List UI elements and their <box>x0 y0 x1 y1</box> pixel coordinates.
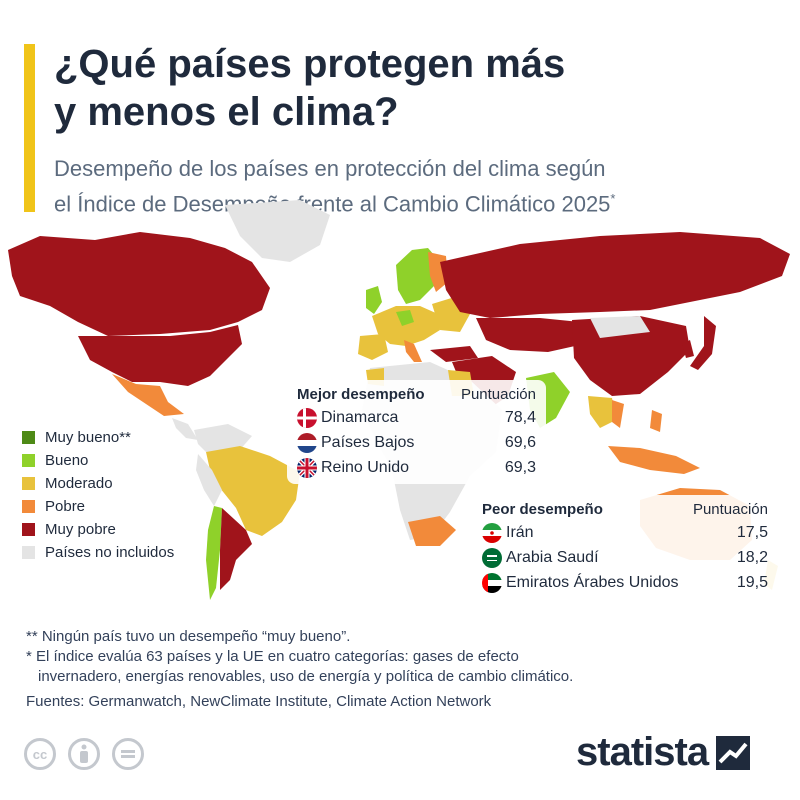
worst-heading: Peor desempeño <box>482 501 603 518</box>
denmark-flag-icon <box>297 407 317 428</box>
uae-flag-icon <box>482 572 502 593</box>
statista-mark-icon <box>716 735 751 770</box>
map-central-asia <box>476 318 584 352</box>
license-icons: cc <box>24 738 144 770</box>
legend-label: Bueno <box>45 452 89 469</box>
map-korea <box>682 340 694 358</box>
legend-item-good: Bueno <box>22 449 174 472</box>
legend-swatch <box>22 477 35 490</box>
subtitle-line-2: el Índice de Desempeño frente al Cambio … <box>54 191 611 217</box>
country-score: 17,5 <box>736 523 768 541</box>
map-europe-west <box>372 306 440 346</box>
iran-flag-icon <box>482 522 502 543</box>
no-derivatives-icon[interactable] <box>112 738 144 770</box>
title-line-2: y menos el clima? <box>54 90 399 134</box>
worst-panel-header: Peor desempeño Puntuación <box>472 495 778 520</box>
subtitle-line-1: Desempeño de los países en protección de… <box>54 156 606 181</box>
map-argentina <box>220 508 252 590</box>
title-accent-bar <box>24 44 35 212</box>
country-score: 78,4 <box>504 408 536 426</box>
map-mexico <box>112 374 184 416</box>
netherlands-flag-icon <box>297 432 317 453</box>
best-row-netherlands: Países Bajos 69,6 <box>287 430 546 455</box>
worst-row-saudi-arabia: Arabia Saudí 18,2 <box>472 545 778 570</box>
country-name: Emiratos Árabes Unidos <box>506 573 679 591</box>
worst-row-uae: Emiratos Árabes Unidos 19,5 <box>472 570 778 595</box>
legend-label: Moderado <box>45 475 113 492</box>
map-andes <box>196 454 222 506</box>
map-italy <box>404 340 422 362</box>
map-europe-mixed <box>396 310 414 326</box>
best-row-uk: Reino Unido 69,3 <box>287 455 546 480</box>
map-usa <box>78 325 242 386</box>
map-se-asia <box>588 396 616 428</box>
map-mongolia <box>590 316 650 338</box>
map-indonesia <box>608 446 700 474</box>
uk-flag-icon <box>297 457 317 478</box>
subtitle-footnote-mark: * <box>610 191 616 206</box>
legend-label: Muy bueno** <box>45 429 131 446</box>
attribution-icon[interactable] <box>68 738 100 770</box>
legend-label: Muy pobre <box>45 521 116 538</box>
legend-label: Países no incluidos <box>45 544 175 561</box>
footnotes: ** Ningún país tuvo un desempeño “muy bu… <box>26 627 786 712</box>
footnote-asterisk-line-2: invernadero, energías renovables, uso de… <box>38 668 574 685</box>
legend-swatch <box>22 500 35 513</box>
map-uk <box>366 286 382 314</box>
country-score: 19,5 <box>736 573 768 591</box>
legend-item-very-good: Muy bueno** <box>22 426 174 449</box>
country-score: 18,2 <box>736 548 768 566</box>
map-iberia <box>358 334 388 360</box>
map-south-africa <box>408 516 456 546</box>
legend-label: Pobre <box>45 498 86 515</box>
legend-item-not-included: Países no incluidos <box>22 541 174 564</box>
legend-swatch <box>22 431 35 444</box>
footnote-asterisk-line-1: * El índice evalúa 63 países y la UE en … <box>26 648 519 665</box>
legend-item-poor: Pobre <box>22 495 174 518</box>
legend-swatch <box>22 454 35 467</box>
best-panel-header: Mejor desempeño Puntuación <box>287 380 546 405</box>
map-japan <box>690 316 716 370</box>
map-turkey <box>430 346 478 362</box>
map-chile <box>206 506 222 600</box>
country-score: 69,6 <box>504 433 536 451</box>
country-score: 69,3 <box>504 458 536 476</box>
brand-name: statista <box>576 730 709 774</box>
page-subtitle: Desempeño de los países en protección de… <box>54 154 784 219</box>
sources-line: Fuentes: Germanwatch, NewClimate Institu… <box>26 693 492 710</box>
title-line-1: ¿Qué países protegen más <box>54 42 566 86</box>
map-greenland <box>225 200 330 262</box>
best-row-denmark: Dinamarca 78,4 <box>287 405 546 430</box>
map-north-america-north <box>8 232 270 336</box>
country-name: Arabia Saudí <box>506 548 599 566</box>
best-score-heading: Puntuación <box>460 386 536 403</box>
statista-logo[interactable]: statista <box>576 730 751 775</box>
legend-item-moderate: Moderado <box>22 472 174 495</box>
creative-commons-icon[interactable]: cc <box>24 738 56 770</box>
map-russia <box>440 232 790 318</box>
legend-swatch <box>22 523 35 536</box>
map-central-america <box>172 418 198 440</box>
map-legend: Muy bueno** Bueno Moderado Pobre Muy pob… <box>22 426 174 564</box>
country-name: Países Bajos <box>321 433 415 451</box>
footnote-double-asterisk: ** Ningún país tuvo un desempeño “muy bu… <box>26 628 351 645</box>
country-name: Dinamarca <box>321 408 399 426</box>
map-vietnam <box>612 400 624 428</box>
best-performance-panel: Mejor desempeño Puntuación Dinamarca 78,… <box>287 380 546 484</box>
legend-item-very-poor: Muy pobre <box>22 518 174 541</box>
best-heading: Mejor desempeño <box>297 386 425 403</box>
page-title: ¿Qué países protegen más y menos el clim… <box>54 40 774 136</box>
country-name: Reino Unido <box>321 458 410 476</box>
legend-swatch <box>22 546 35 559</box>
country-name: Irán <box>506 523 534 541</box>
worst-performance-panel: Peor desempeño Puntuación Irán 17,5 Arab… <box>472 495 778 599</box>
map-philippines <box>650 410 662 432</box>
worst-row-iran: Irán 17,5 <box>472 520 778 545</box>
saudi-arabia-flag-icon <box>482 547 502 568</box>
map-brazil <box>206 446 300 536</box>
worst-score-heading: Puntuación <box>692 501 768 518</box>
